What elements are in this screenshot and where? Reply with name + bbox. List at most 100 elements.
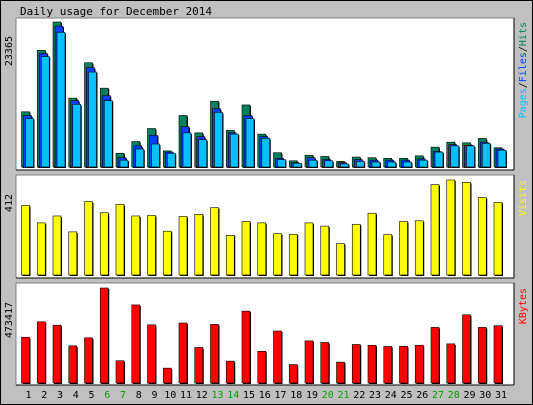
bar-kbytes-day-28	[446, 343, 456, 384]
bar-visits-day-16	[257, 222, 267, 276]
bar-visits-day-8	[131, 215, 141, 276]
bar-pages-day-5	[88, 71, 97, 168]
day-label-25: 25	[400, 390, 412, 401]
bar-visits-day-5	[84, 201, 93, 276]
bar-pages-day-7	[119, 159, 129, 168]
bar-visits-day-24	[383, 234, 393, 276]
day-label-27: 27	[432, 390, 444, 401]
bar-pages-day-23	[371, 161, 381, 168]
bar-pages-day-11	[182, 132, 192, 168]
bar-kbytes-day-12	[194, 347, 204, 384]
day-label-4: 4	[73, 390, 79, 401]
legend-entry-hits: Hits	[518, 22, 529, 46]
bar-visits-day-18	[288, 234, 298, 276]
panel-2-legend: Visits	[518, 180, 529, 216]
bar-pages-day-21	[340, 163, 349, 168]
day-label-16: 16	[259, 390, 271, 401]
bar-kbytes-day-11	[178, 322, 188, 384]
bar-kbytes-day-8	[131, 304, 141, 384]
bar-kbytes-day-3	[52, 324, 62, 384]
day-label-7: 7	[120, 390, 126, 401]
bar-pages-day-12	[198, 139, 208, 168]
bar-pages-day-16	[261, 138, 271, 168]
bar-pages-day-18	[292, 162, 302, 168]
bar-visits-day-6	[99, 212, 109, 276]
bar-visits-day-4	[68, 231, 78, 276]
bar-kbytes-day-13	[210, 324, 219, 384]
day-label-13: 13	[211, 390, 223, 401]
bar-visits-day-9	[147, 215, 156, 276]
day-label-6: 6	[104, 390, 110, 401]
bar-visits-day-17	[273, 233, 282, 276]
bar-pages-day-31	[497, 149, 507, 168]
bar-pages-day-4	[72, 104, 82, 168]
bar-kbytes-day-18	[288, 364, 298, 384]
bar-kbytes-day-21	[336, 361, 345, 384]
bar-pages-day-25	[403, 161, 412, 168]
bar-visits-day-28	[446, 179, 456, 276]
bar-visits-day-13	[210, 207, 219, 276]
chart-title: Daily usage for December 2014	[20, 5, 212, 18]
bar-visits-day-14	[225, 235, 235, 276]
bar-kbytes-day-19	[304, 340, 314, 384]
legend-entry-pages: Pages	[518, 88, 529, 118]
day-label-31: 31	[495, 390, 507, 401]
day-label-17: 17	[274, 390, 286, 401]
bar-kbytes-day-25	[399, 345, 408, 384]
day-label-3: 3	[57, 390, 63, 401]
bar-kbytes-day-20	[320, 342, 330, 384]
panel-1-max-label: 23365	[4, 36, 15, 66]
panel-3-max-label: 473417	[4, 302, 15, 338]
bar-pages-day-20	[324, 160, 334, 168]
bar-kbytes-day-26	[414, 344, 424, 384]
bar-kbytes-day-29	[462, 314, 471, 384]
bar-pages-day-24	[387, 161, 397, 168]
bar-kbytes-day-14	[225, 360, 235, 384]
day-label-10: 10	[164, 390, 176, 401]
bar-pages-day-29	[466, 145, 475, 168]
bar-visits-day-20	[320, 225, 330, 276]
bar-kbytes-day-5	[84, 337, 93, 384]
day-label-18: 18	[290, 390, 302, 401]
bar-visits-day-19	[304, 222, 314, 276]
bar-visits-day-29	[462, 182, 471, 276]
bar-pages-day-9	[151, 143, 160, 168]
bar-pages-day-15	[245, 118, 255, 168]
bar-visits-day-12	[194, 214, 204, 276]
bar-kbytes-day-27	[430, 327, 440, 384]
bar-visits-day-21	[336, 243, 345, 276]
day-label-2: 2	[41, 390, 47, 401]
bar-kbytes-day-6	[99, 287, 109, 384]
bar-pages-day-28	[450, 145, 460, 168]
legend-entry-: /	[518, 46, 529, 52]
bar-kbytes-day-17	[273, 330, 282, 384]
bar-kbytes-day-7	[115, 360, 125, 384]
day-label-30: 30	[479, 390, 491, 401]
panel-1-legend: Pages/Files/Hits	[518, 22, 529, 118]
bar-pages-day-6	[103, 100, 113, 168]
day-label-20: 20	[322, 390, 334, 401]
bar-visits-day-15	[241, 221, 251, 276]
day-label-22: 22	[353, 390, 365, 401]
legend-entry-kbytes: KBytes	[518, 288, 529, 324]
bar-kbytes-day-23	[367, 344, 377, 384]
bar-pages-day-2	[40, 56, 50, 168]
bar-kbytes-day-10	[162, 367, 172, 384]
bar-visits-day-7	[115, 204, 125, 276]
day-label-24: 24	[385, 390, 397, 401]
bar-kbytes-day-2	[36, 321, 46, 384]
legend-entry-files: Files	[518, 52, 529, 82]
bar-visits-day-25	[399, 221, 408, 276]
bar-pages-day-19	[308, 159, 318, 168]
day-label-26: 26	[416, 390, 428, 401]
bar-visits-day-26	[414, 220, 424, 276]
bar-pages-day-8	[135, 148, 145, 168]
legend-entry-visits: Visits	[518, 180, 529, 216]
panel-2-max-label: 412	[4, 194, 15, 212]
bar-visits-day-11	[178, 216, 188, 276]
bar-visits-day-30	[477, 197, 487, 276]
bar-pages-day-30	[481, 143, 491, 168]
day-label-11: 11	[180, 390, 192, 401]
